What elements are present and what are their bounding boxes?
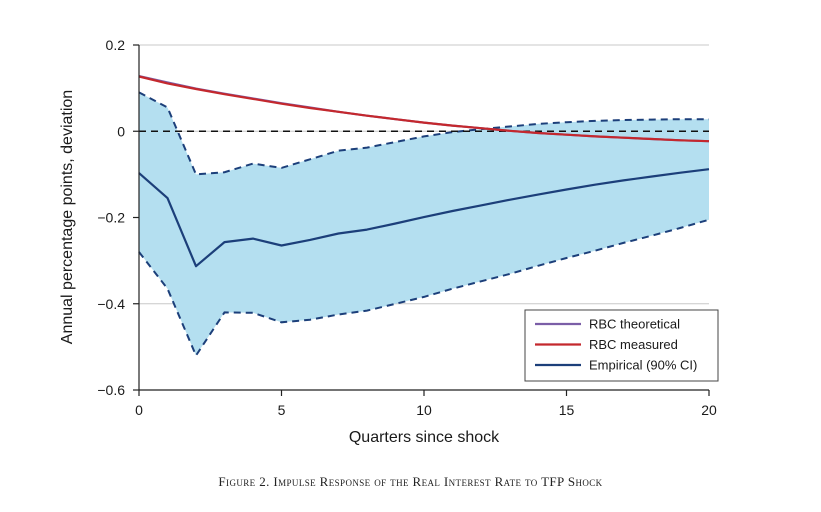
x-tick-label: 5 [278,402,286,418]
legend-entry: RBC theoretical [589,317,680,332]
legend-entry: RBC measured [589,337,678,352]
y-tick-label: −0.2 [97,210,125,226]
series-line-1 [138,75,710,143]
series-lines [138,75,710,268]
y-axis-label: Annual percentage points, deviation [59,90,76,344]
x-tick-label: 10 [416,402,432,418]
y-tick-label: 0.2 [106,37,126,53]
legend: RBC theoretical RBC measured Empirical (90… [524,309,719,382]
x-tick-label: 20 [701,402,717,418]
x-tick-label: 15 [559,402,575,418]
x-axis-label: Quarters since shock [349,429,500,446]
confidence-band [139,92,709,356]
series-line-2 [138,168,710,268]
x-axis-ticks: 0 5 10 15 20 [135,390,717,418]
figure-caption: Figure 2. Impulse Response of the Real I… [218,474,603,489]
legend-entry: Empirical (90% CI) [589,358,697,373]
y-tick-label: −0.4 [97,296,125,312]
y-tick-label: −0.6 [97,382,125,398]
ci-lower-line [138,218,710,358]
x-tick-label: 0 [135,402,143,418]
y-axis-ticks: 0.2 0 −0.2 −0.4 −0.6 [97,37,139,398]
y-tick-label: 0 [117,123,125,139]
ci-upper-line [138,91,709,176]
